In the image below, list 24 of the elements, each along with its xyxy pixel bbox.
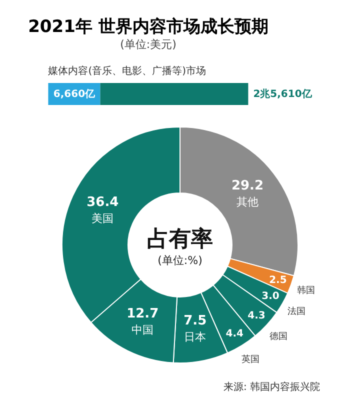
data-label: 2.5 — [269, 274, 287, 286]
data-label: 36.4 — [86, 194, 119, 210]
total-label: 2兆5,610亿 — [253, 88, 313, 100]
data-label: 12.7 — [126, 306, 159, 322]
text: 媒体内容(音乐、电影、广播等)市场 — [48, 65, 206, 77]
slice-label: 德国 — [270, 330, 288, 342]
slice-label: 中国 — [132, 323, 154, 336]
slice-label: 美国 — [92, 212, 114, 225]
text: (单位:%) — [158, 254, 202, 267]
data-label: 3.0 — [262, 291, 280, 302]
slice-label: 英国 — [241, 354, 260, 366]
data-label: 4.3 — [248, 310, 266, 322]
chart-title: 2021年 世界内容市场成长预期 — [28, 17, 268, 37]
chart-subtitle: (单位:美元) — [120, 38, 176, 51]
slice-label: 法国 — [288, 306, 306, 318]
slice-label: 其他 — [236, 195, 258, 208]
slice-label: 韩国 — [297, 284, 316, 296]
data-label: 7.5 — [184, 314, 207, 329]
data-label: 29.2 — [231, 178, 264, 194]
source-note: 来源: 韩国内容振兴院 — [223, 381, 320, 393]
text: 占有率 — [147, 226, 213, 252]
slice-label: 日本 — [184, 330, 206, 344]
data-label: 6,660亿 — [53, 88, 96, 100]
data-label: 4.4 — [226, 328, 244, 340]
